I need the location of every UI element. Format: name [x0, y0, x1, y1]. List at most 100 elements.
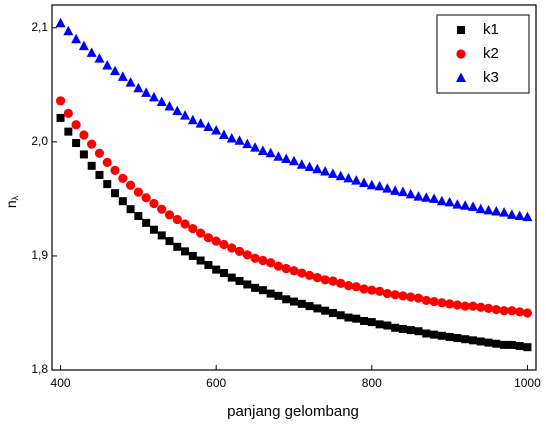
data-point — [289, 155, 299, 166]
legend-label: k2 — [483, 45, 499, 62]
data-point — [273, 261, 284, 271]
data-point — [335, 170, 346, 181]
data-point — [453, 334, 462, 343]
data-point — [219, 269, 228, 278]
data-point — [266, 258, 276, 268]
data-point — [172, 214, 182, 225]
data-point — [234, 135, 245, 145]
data-point — [164, 210, 175, 220]
data-point — [203, 233, 214, 243]
y-tick-label: 1,8 — [31, 362, 48, 376]
plot-frame — [51, 4, 537, 371]
data-point — [94, 53, 105, 63]
data-point — [156, 96, 167, 106]
data-point — [297, 268, 307, 278]
data-point — [157, 231, 166, 240]
data-point — [421, 295, 431, 306]
x-tick-label: 400 — [51, 376, 71, 390]
data-point — [445, 332, 454, 341]
data-point — [468, 336, 477, 345]
data-point — [491, 205, 502, 216]
data-point — [265, 147, 276, 158]
data-point — [142, 218, 151, 227]
y-axis-label: nλ — [3, 195, 21, 208]
data-point — [55, 17, 66, 28]
data-point — [78, 40, 89, 51]
x-axis-label: panjang gelombang — [227, 403, 359, 420]
data-point — [320, 275, 330, 285]
data-point — [328, 276, 338, 286]
data-point — [149, 198, 159, 209]
data-point — [305, 302, 314, 311]
data-point — [195, 118, 206, 128]
data-point — [103, 180, 112, 189]
data-point — [219, 239, 229, 250]
data-point — [86, 47, 97, 57]
data-point — [274, 291, 283, 300]
y-axis-label-sub: λ — [10, 195, 20, 200]
data-point — [313, 304, 322, 313]
data-point — [398, 291, 408, 301]
data-point — [483, 303, 494, 314]
data-point — [172, 105, 183, 116]
data-point — [242, 250, 252, 260]
data-point — [290, 297, 298, 306]
data-point — [141, 193, 151, 203]
data-point — [359, 177, 370, 187]
data-point — [499, 207, 510, 217]
data-point — [522, 308, 533, 318]
data-point — [250, 253, 260, 263]
data-point — [187, 114, 198, 125]
data-point — [359, 284, 369, 294]
data-point — [522, 211, 533, 222]
data-point — [211, 236, 221, 246]
data-point — [351, 282, 361, 292]
data-point — [421, 192, 432, 202]
data-point — [266, 289, 275, 298]
data-point — [95, 170, 104, 179]
data-point — [445, 299, 455, 309]
data-point — [281, 263, 291, 274]
data-point — [406, 326, 415, 335]
data-point — [452, 199, 463, 209]
data-point — [413, 293, 424, 303]
data-point — [321, 306, 330, 315]
data-point — [243, 280, 252, 289]
data-point — [475, 203, 486, 214]
data-point — [203, 121, 214, 132]
data-point — [444, 196, 455, 207]
data-point — [110, 165, 120, 175]
y-tick-label: 2,0 — [31, 134, 48, 148]
data-point — [102, 59, 113, 70]
data-point — [304, 161, 315, 171]
data-point — [157, 204, 167, 214]
data-point — [507, 306, 517, 316]
legend-marker — [456, 72, 466, 82]
data-point — [118, 197, 127, 206]
data-point — [296, 159, 307, 169]
data-point — [242, 138, 253, 149]
data-point — [500, 340, 509, 349]
data-point — [173, 242, 182, 251]
data-point — [281, 153, 292, 163]
legend-label: k1 — [483, 21, 499, 38]
data-point — [87, 161, 96, 170]
data-point — [87, 139, 97, 149]
data-point — [79, 130, 89, 140]
data-point — [351, 175, 362, 185]
data-point — [492, 339, 501, 348]
data-point — [56, 113, 65, 122]
data-point — [63, 108, 73, 118]
data-point — [413, 191, 424, 201]
legend-marker — [457, 26, 465, 34]
data-point — [515, 307, 525, 317]
data-point — [327, 168, 338, 178]
data-point — [111, 189, 120, 198]
data-point — [382, 183, 393, 193]
data-point — [405, 188, 416, 199]
data-point — [460, 200, 471, 210]
data-point — [467, 201, 478, 211]
data-point — [383, 321, 392, 330]
data-point — [102, 157, 112, 168]
